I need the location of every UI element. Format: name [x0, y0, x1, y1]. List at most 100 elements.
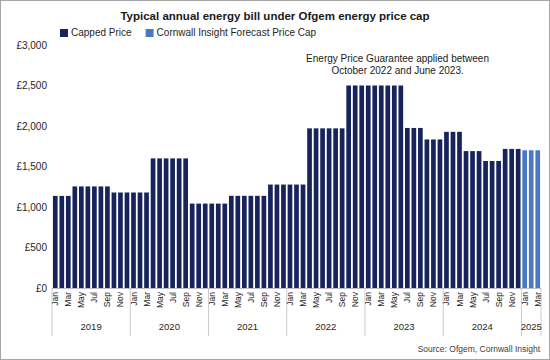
- bar: [444, 132, 449, 288]
- legend-swatch: [60, 29, 68, 37]
- bar: [92, 186, 97, 288]
- bar: [249, 196, 254, 288]
- bar: [379, 86, 384, 289]
- bar: [177, 158, 182, 288]
- source: Source: Ofgem, Cornwall Insight: [418, 344, 541, 354]
- bar: [398, 86, 403, 289]
- bar: [203, 204, 208, 288]
- legend-swatch: [146, 29, 154, 37]
- bar: [385, 86, 390, 289]
- bar: [483, 161, 488, 288]
- year-separator: [130, 288, 131, 336]
- bar: [431, 139, 436, 288]
- bar: [112, 193, 117, 288]
- y-tick-label: £0: [36, 283, 48, 294]
- bar: [125, 193, 130, 288]
- bar: [392, 86, 397, 289]
- year-label: 2019: [81, 321, 102, 332]
- bar: [516, 149, 521, 288]
- bar: [196, 204, 201, 288]
- x-tick-label: Sep: [181, 292, 191, 307]
- bar: [438, 139, 443, 288]
- y-tick: [49, 126, 52, 127]
- x-tick-label: Mar: [142, 292, 152, 307]
- bar: [457, 132, 462, 288]
- bar: [86, 186, 91, 288]
- bar: [157, 158, 162, 288]
- bar: [333, 128, 338, 288]
- bar: [359, 86, 364, 289]
- x-axis: [52, 288, 541, 289]
- year-label: 2023: [394, 321, 415, 332]
- bar: [346, 86, 351, 289]
- x-tick-label: May: [311, 291, 321, 308]
- bar: [262, 196, 267, 288]
- year-separator: [52, 288, 53, 336]
- bar: [294, 185, 299, 288]
- bar: [314, 128, 319, 288]
- bar: [72, 186, 77, 288]
- y-tick: [49, 247, 52, 248]
- bar: [275, 185, 280, 288]
- x-tick-label: Mar: [298, 292, 308, 307]
- x-tick-label: May: [155, 291, 165, 308]
- bar: [412, 128, 417, 288]
- year-label: 2021: [237, 321, 258, 332]
- x-tick-label: Nov: [350, 291, 360, 307]
- frame: [1, 1, 550, 360]
- year-separator: [286, 288, 287, 336]
- y-tick-label: £500: [25, 242, 48, 253]
- bar: [307, 128, 312, 288]
- x-tick-label: Nov: [194, 291, 204, 307]
- x-tick-label: Nov: [428, 291, 438, 307]
- x-tick-label: Sep: [259, 292, 269, 307]
- year-label: 2022: [315, 321, 336, 332]
- bar: [522, 150, 527, 288]
- bar: [490, 161, 495, 288]
- x-tick-label: Mar: [455, 292, 465, 307]
- bar: [118, 193, 123, 288]
- x-tick-label: Sep: [337, 292, 347, 307]
- y-tick: [49, 166, 52, 167]
- bar: [105, 186, 110, 288]
- bar: [451, 132, 456, 288]
- year-separator: [208, 288, 209, 336]
- x-tick-label: Sep: [494, 292, 504, 307]
- bar: [79, 186, 84, 288]
- y-tick: [49, 85, 52, 86]
- bar: [372, 86, 377, 289]
- bar: [281, 185, 286, 288]
- y-tick-label: £2,500: [16, 80, 47, 91]
- legend-label: Capped Price: [71, 27, 132, 38]
- x-tick-label: Jul: [324, 292, 334, 303]
- x-tick-label: Nov: [507, 291, 517, 307]
- bar: [131, 193, 136, 288]
- x-tick-label: Nov: [272, 291, 282, 307]
- x-tick-label: May: [233, 291, 243, 308]
- bar: [268, 185, 273, 288]
- y-tick: [49, 207, 52, 208]
- x-tick-label: Sep: [415, 292, 425, 307]
- bar: [301, 185, 306, 288]
- x-tick-label: Mar: [220, 292, 230, 307]
- bar: [222, 204, 227, 288]
- bar: [66, 196, 71, 288]
- y-tick-label: £2,000: [16, 121, 47, 132]
- year-separator: [443, 288, 444, 336]
- y-tick: [49, 288, 52, 289]
- x-tick-label: Jul: [168, 292, 178, 303]
- bar: [144, 193, 149, 288]
- bar: [209, 204, 214, 288]
- bar: [327, 128, 332, 288]
- x-tick-label: May: [76, 291, 86, 308]
- chart-root: Typical annual energy bill under Ofgem e…: [0, 0, 550, 360]
- bar: [464, 151, 469, 288]
- chart: Typical annual energy bill under Ofgem e…: [0, 0, 550, 360]
- y-tick-label: £1,500: [16, 161, 47, 172]
- y-tick: [49, 45, 52, 46]
- bar: [164, 158, 169, 288]
- bar: [99, 186, 104, 288]
- x-tick-label: Jul: [89, 292, 99, 303]
- x-tick-label: Jul: [481, 292, 491, 303]
- bar: [320, 128, 325, 288]
